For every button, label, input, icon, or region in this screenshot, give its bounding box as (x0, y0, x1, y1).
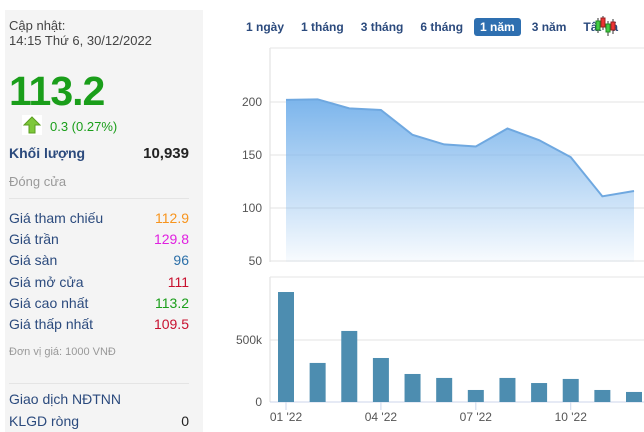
tab-period[interactable]: 3 tháng (360, 20, 404, 34)
price-row: Giá trần 129.8 (9, 231, 189, 248)
price-row-value: 112.9 (155, 210, 189, 226)
price-row-label: Giá cao nhất (9, 294, 89, 311)
price-row: Giá thấp nhất 109.5 (9, 316, 189, 333)
price-unit: Đơn vị giá: 1000 VNĐ (9, 346, 116, 358)
updated-time: 14:15 Thứ 6, 30/12/2022 (9, 33, 152, 48)
price-row-value: 129.8 (153, 231, 189, 248)
y-tick-label: 200 (242, 95, 262, 109)
volume-bar (372, 357, 389, 402)
y-tick-label: 0 (255, 395, 262, 409)
price-row: Giá mở cửa 111 (9, 274, 189, 291)
volume-bar (404, 373, 421, 402)
price-row-value: 113.2 (155, 294, 189, 311)
tab-period[interactable]: 1 ngày (246, 20, 285, 34)
price-change: 0.3 (0.27%) (50, 119, 118, 134)
price-row-label: Giá thấp nhất (9, 316, 94, 332)
tab-period[interactable]: 1 năm (474, 18, 521, 36)
y-tick-label: 150 (242, 148, 262, 162)
volume-bar (594, 389, 611, 402)
current-price: 113.2 (9, 68, 105, 114)
price-row-label: Giá trần (9, 231, 59, 248)
x-tick-label: 01 '22 (270, 410, 303, 424)
net-volume-row: KLGD ròng 0 (9, 413, 189, 430)
tab-period[interactable]: 1 tháng (301, 20, 344, 34)
y-tick-label: 500k (236, 333, 263, 347)
price-row-value: 96 (173, 252, 189, 269)
x-tick-label: 07 '22 (460, 410, 493, 424)
volume-bar (531, 383, 548, 402)
y-tick-label: 50 (249, 254, 263, 268)
volume-bar (278, 292, 294, 402)
price-area (286, 99, 634, 262)
volume-bar (341, 330, 358, 402)
period-tabs: 1 ngày 1 tháng 3 tháng 6 tháng 1 năm 3 năm Tất… (240, 18, 629, 36)
volume-value: 10,939 (143, 145, 189, 162)
x-tick-label: 04 '22 (365, 410, 398, 424)
updated-label: Cập nhật: (9, 18, 66, 33)
price-row: Giá sàn 96 (9, 252, 189, 269)
price-row: Giá tham chiếu 112.9 (9, 210, 189, 227)
volume-label: Khối lượng (9, 145, 86, 161)
divider (9, 198, 189, 199)
volume-bar (309, 362, 326, 402)
foreign-title: Giao dịch NĐTNN (9, 391, 122, 407)
price-row-label: Giá mở cửa (9, 273, 84, 290)
price-row-value: 109.5 (153, 316, 189, 332)
up-arrow-icon (22, 115, 42, 135)
price-row-value: 111 (167, 273, 189, 290)
volume-bar (562, 378, 579, 402)
stock-info-panel (5, 10, 203, 432)
volume-row: Khối lượng 10,939 (9, 145, 189, 162)
net-value: 0 (181, 413, 189, 429)
y-tick-label: 100 (242, 201, 262, 215)
price-row-label: Giá tham chiếu (9, 210, 104, 226)
divider (9, 383, 189, 384)
volume-bar (436, 377, 453, 402)
tab-period[interactable]: 3 năm (531, 20, 567, 34)
market-status: Đóng cửa (9, 174, 67, 189)
price-row: Giá cao nhất 113.2 (9, 295, 189, 312)
update-info: Cập nhật: 14:15 Thứ 6, 30/12/2022 (9, 18, 152, 48)
candlestick-icon[interactable] (595, 15, 617, 37)
volume-bar (499, 377, 516, 402)
x-tick-label: 10 '22 (555, 410, 588, 424)
tab-period[interactable]: 6 tháng (420, 20, 464, 34)
volume-bar (626, 391, 642, 402)
price-line (285, 98, 635, 198)
volume-bar (467, 389, 484, 402)
net-label: KLGD ròng (9, 413, 80, 429)
price-row-label: Giá sàn (9, 252, 58, 269)
